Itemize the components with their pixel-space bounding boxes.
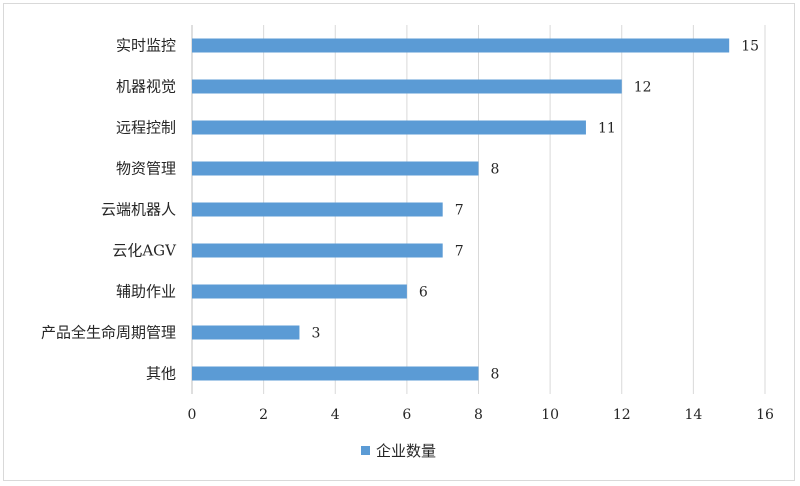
- x-tick-label: 2: [259, 407, 268, 423]
- bars: [192, 38, 730, 381]
- data-label: 7: [455, 203, 464, 219]
- data-label: 3: [311, 326, 320, 342]
- x-tick-label: 14: [684, 407, 702, 423]
- data-label: 6: [419, 285, 428, 301]
- x-tick-label: 16: [756, 407, 774, 423]
- category-label: 产品全生命周期管理: [41, 324, 176, 342]
- data-label: 8: [491, 162, 500, 178]
- legend-swatch: [361, 446, 370, 455]
- bar: [192, 38, 730, 53]
- x-tick-label: 8: [474, 407, 483, 423]
- bar: [192, 243, 443, 258]
- data-label: 7: [455, 244, 464, 260]
- bar: [192, 79, 622, 94]
- category-label: 其他: [146, 365, 176, 383]
- category-label: 辅助作业: [116, 283, 176, 301]
- data-label: 8: [491, 367, 500, 383]
- bar: [192, 366, 479, 381]
- bar: [192, 284, 407, 299]
- data-label: 11: [598, 121, 616, 137]
- category-label: 实时监控: [116, 37, 176, 55]
- x-tick-label: 6: [402, 407, 411, 423]
- x-tick-label: 10: [541, 407, 559, 423]
- bar: [192, 325, 300, 340]
- category-label: 远程控制: [116, 119, 176, 137]
- bar: [192, 202, 443, 217]
- legend: 企业数量: [361, 442, 436, 460]
- x-tick-label: 12: [613, 407, 631, 423]
- data-label: 15: [741, 39, 759, 55]
- category-label: 云端机器人: [101, 201, 176, 219]
- x-tick-label: 0: [188, 407, 197, 423]
- data-label: 12: [634, 80, 652, 96]
- category-label: 机器视觉: [116, 78, 176, 96]
- x-tick-labels: 0 2 4 6 8 10 12 14 16: [188, 407, 774, 423]
- bar: [192, 161, 479, 176]
- value-labels: 15 12 11 8 7 7 6 3 8: [311, 39, 759, 383]
- bar: [192, 120, 586, 135]
- x-tick-label: 4: [331, 407, 340, 423]
- legend-label: 企业数量: [376, 442, 436, 460]
- category-label: 云化AGV: [112, 242, 177, 260]
- category-label: 物资管理: [116, 160, 176, 178]
